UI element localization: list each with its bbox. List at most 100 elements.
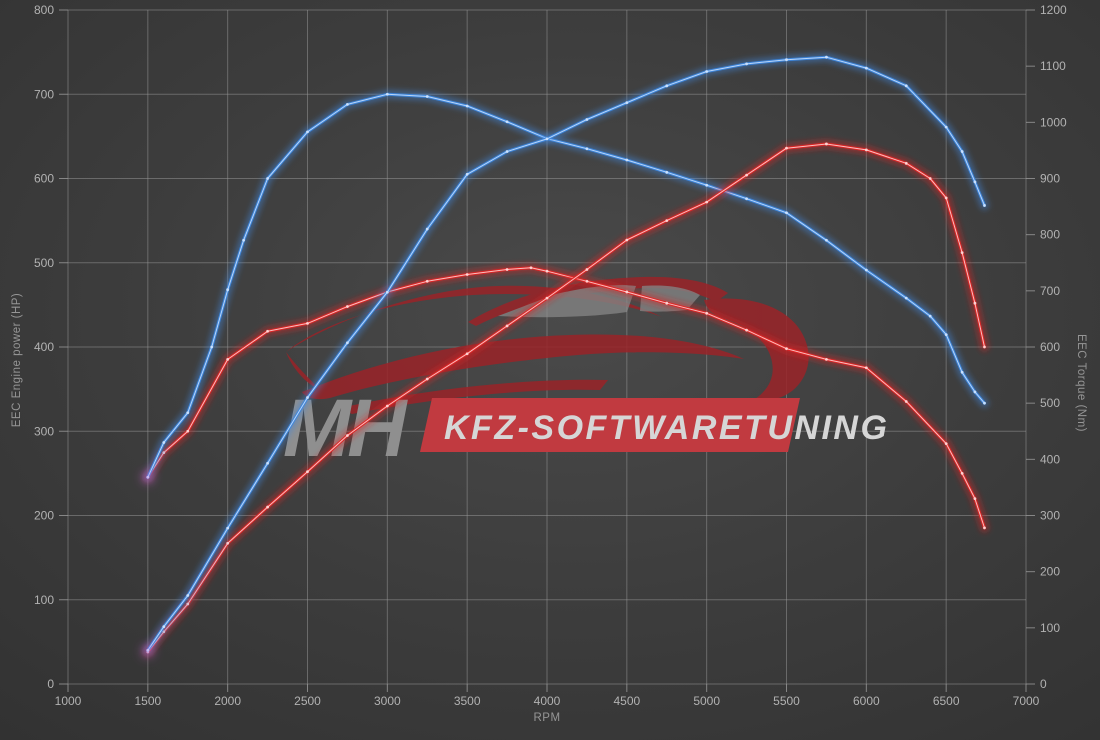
curve-torque-red [143,263,989,533]
curve-point [864,66,868,70]
curve-point [346,102,349,106]
curve-start-glow [141,645,154,658]
curve-point [864,148,868,152]
curve-point [162,441,166,444]
curve-point [529,266,533,270]
curve-point [973,301,977,305]
curve-point [625,158,629,162]
curve-point [465,172,469,176]
curve-point [306,130,309,134]
left-tick-label: 400 [34,340,54,354]
left-tick-label: 300 [34,424,54,438]
curve-point [425,279,429,283]
x-tick-label: 4000 [534,694,561,708]
curve-point [983,345,986,349]
curve-point [983,401,986,405]
x-tick-label: 6000 [853,694,880,708]
curve-point [983,204,986,207]
curve-point [665,219,669,223]
curve-point [226,357,230,361]
curve-point [904,296,908,300]
right-axis-title: EEC Torque (Nm) [1075,334,1087,432]
curve-point [346,341,349,345]
car-rear-fender [704,298,809,402]
curve-point [545,296,549,300]
x-tick-label: 1000 [55,694,82,708]
axis-tick-marks [59,9,1035,692]
curve-point [705,311,709,315]
curve-point [785,347,788,351]
curve-point [960,471,964,475]
x-tick-label: 4500 [613,694,640,708]
curve-point [745,173,748,177]
right-tick-label: 1100 [1040,59,1066,73]
x-tick-label: 7000 [1013,694,1040,708]
axis-titles: RPM EEC Engine power (HP) EEC Torque (Nm… [11,293,1087,724]
curve-point [973,180,977,184]
right-tick-label: 700 [1040,284,1060,298]
curve-point [745,197,748,201]
curve-point [705,200,709,204]
curve-point [425,377,429,381]
curve-point [960,150,964,153]
curve-point [785,58,788,62]
x-tick-label: 1500 [134,694,161,708]
curve-point [306,322,309,325]
curve-point [944,125,948,129]
curve-point [186,429,190,433]
curve-point [465,104,469,108]
curve-point [825,55,828,59]
curve-point [266,461,269,465]
right-tick-label: 1200 [1040,3,1067,17]
curve-point [864,268,868,272]
curve-point [162,625,166,629]
curve-point [385,290,389,294]
x-tick-label: 2500 [294,694,321,708]
curve-point [545,137,549,141]
curve-point [625,101,629,105]
curve-point [973,497,977,501]
curve-point [585,279,589,283]
curve-point [306,396,309,399]
curve-point [266,177,269,180]
curve-point [960,251,964,255]
curve-point [928,177,932,180]
left-tick-label: 0 [47,677,54,691]
watermark-mh-logo: MH [283,383,408,474]
curve-point [745,328,748,332]
curve-point [625,238,629,242]
curve-point [825,142,828,146]
curve-point [960,370,964,374]
right-tick-label: 600 [1040,340,1060,354]
watermark-banner-background [420,398,800,452]
watermark-banner-text: KFZ-SOFTWARETUNING [444,409,889,447]
curve-point [266,505,269,509]
curve-highlight [147,267,985,529]
right-tick-label: 400 [1040,452,1060,466]
right-tick-label: 1000 [1040,115,1067,129]
x-tick-label: 3500 [454,694,481,708]
curve-point [928,314,932,318]
curve-point [346,434,349,437]
curve-point [505,120,509,124]
curve-point [665,301,669,305]
curve-point [346,305,349,308]
curve-point [625,290,629,294]
x-tick-label: 5500 [773,694,800,708]
curve-point [904,161,908,165]
curve-point [973,390,977,394]
curve-power-blue [143,52,989,655]
chart-curves [141,52,989,658]
right-tick-label: 800 [1040,228,1060,242]
curve-start-glow [141,471,154,484]
curve-point [266,329,269,333]
left-tick-label: 700 [34,87,54,101]
left-tick-label: 200 [34,509,54,523]
curve-point [210,345,214,349]
curve-power-red [143,139,989,657]
curve-point [585,268,589,271]
curve-point [186,411,190,415]
watermark-text: MH KFZ-SOFTWARETUNING [283,383,889,474]
